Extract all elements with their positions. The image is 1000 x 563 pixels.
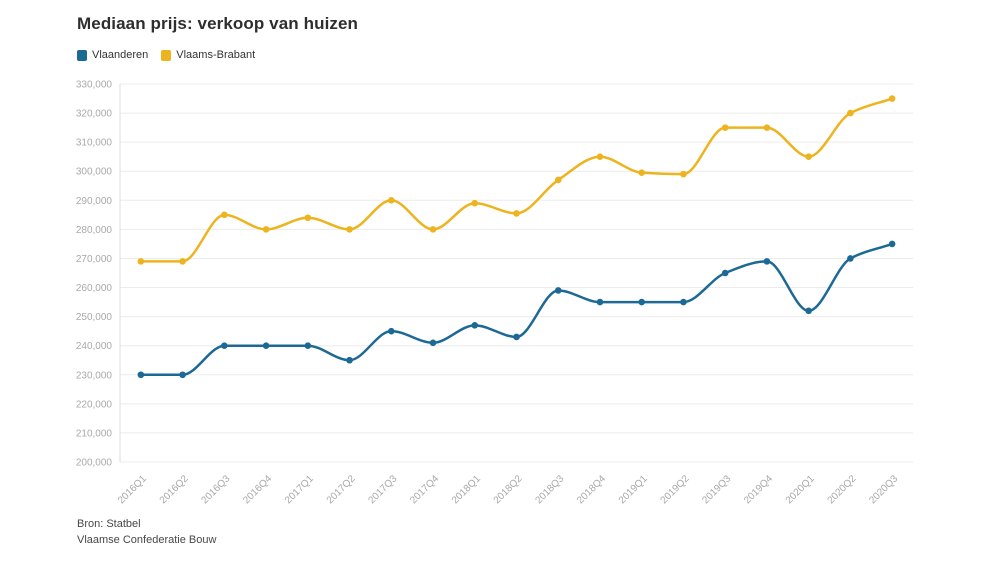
legend-swatch-vlaams-brabant bbox=[161, 49, 172, 61]
data-point-vlaams-brabant-2017Q4[interactable] bbox=[429, 226, 437, 233]
y-tick-label: 230,000 bbox=[76, 370, 113, 381]
data-point-vlaanderen-2016Q3[interactable] bbox=[221, 342, 228, 349]
data-point-vlaams-brabant-2020Q2[interactable] bbox=[847, 109, 854, 117]
data-point-vlaanderen-2019Q1[interactable] bbox=[638, 298, 646, 306]
data-point-vlaams-brabant-2018Q3[interactable] bbox=[554, 176, 562, 184]
data-point-vlaanderen-2016Q4[interactable] bbox=[262, 342, 270, 349]
legend-swatch-vlaanderen bbox=[77, 49, 87, 61]
data-point-vlaams-brabant-2019Q2[interactable] bbox=[680, 170, 687, 178]
x-tick-label: 2017Q1 bbox=[283, 473, 316, 506]
data-point-vlaams-brabant-2017Q2[interactable] bbox=[346, 226, 353, 233]
data-point-vlaams-brabant-2019Q4[interactable] bbox=[763, 124, 771, 131]
chart-footer: Bron: Statbel Vlaamse Confederatie Bouw bbox=[77, 516, 216, 548]
x-tick-label: 2018Q2 bbox=[492, 473, 525, 506]
legend-item-vlaanderen[interactable]: Vlaanderen bbox=[77, 49, 148, 61]
data-point-vlaanderen-2019Q3[interactable] bbox=[721, 269, 729, 277]
x-tick-label: 2017Q3 bbox=[366, 473, 399, 506]
data-point-vlaanderen-2017Q3[interactable] bbox=[387, 327, 395, 335]
data-point-vlaanderen-2017Q1[interactable] bbox=[304, 342, 312, 349]
data-point-vlaanderen-2016Q2[interactable] bbox=[179, 371, 186, 379]
data-point-vlaams-brabant-2016Q3[interactable] bbox=[221, 211, 228, 219]
data-point-vlaams-brabant-2016Q1[interactable] bbox=[137, 258, 145, 265]
legend-item-vlaams-brabant[interactable]: Vlaams-Brabant bbox=[161, 49, 255, 61]
x-tick-label: 2018Q3 bbox=[533, 473, 566, 506]
y-tick-label: 310,000 bbox=[76, 138, 113, 149]
data-point-vlaanderen-2019Q4[interactable] bbox=[763, 258, 771, 265]
data-point-vlaams-brabant-2020Q1[interactable] bbox=[805, 153, 812, 160]
x-tick-label: 2018Q4 bbox=[575, 473, 608, 506]
legend-label-vlaanderen: Vlaanderen bbox=[92, 49, 149, 61]
x-tick-label: 2020Q3 bbox=[867, 473, 900, 506]
y-tick-label: 240,000 bbox=[76, 341, 113, 352]
y-tick-label: 300,000 bbox=[76, 167, 113, 178]
chart-title: Mediaan prijs: verkoop van huizen bbox=[77, 14, 359, 33]
x-tick-label: 2019Q1 bbox=[617, 473, 650, 506]
x-tick-label: 2019Q2 bbox=[659, 473, 692, 506]
data-point-vlaanderen-2017Q2[interactable] bbox=[346, 356, 353, 364]
data-point-vlaams-brabant-2018Q2[interactable] bbox=[513, 210, 520, 217]
x-tick-label: 2017Q2 bbox=[325, 473, 358, 506]
x-tick-label: 2020Q1 bbox=[784, 473, 817, 506]
data-point-vlaams-brabant-2020Q3[interactable] bbox=[888, 95, 896, 102]
x-tick-label: 2016Q1 bbox=[116, 473, 149, 506]
y-tick-label: 260,000 bbox=[76, 283, 113, 294]
series-line-vlaams-brabant bbox=[139, 97, 894, 263]
x-tick-label: 2017Q4 bbox=[408, 473, 441, 506]
y-tick-label: 280,000 bbox=[76, 225, 113, 236]
data-point-vlaanderen-2018Q1[interactable] bbox=[471, 322, 479, 329]
x-tick-label: 2016Q4 bbox=[241, 473, 274, 506]
data-point-vlaanderen-2018Q4[interactable] bbox=[596, 298, 604, 306]
legend: Vlaanderen Vlaams-Brabant bbox=[77, 49, 255, 61]
data-point-vlaanderen-2016Q1[interactable] bbox=[137, 371, 145, 379]
source-text: Bron: Statbel bbox=[77, 518, 141, 530]
data-point-vlaams-brabant-2019Q3[interactable] bbox=[721, 124, 729, 131]
data-point-vlaams-brabant-2019Q1[interactable] bbox=[638, 169, 646, 176]
series-line-vlaanderen bbox=[139, 242, 894, 377]
x-tick-label: 2020Q2 bbox=[826, 473, 859, 506]
y-tick-label: 250,000 bbox=[76, 312, 113, 323]
data-point-vlaams-brabant-2018Q4[interactable] bbox=[596, 153, 604, 160]
y-tick-label: 320,000 bbox=[76, 109, 113, 120]
data-point-vlaanderen-2018Q2[interactable] bbox=[513, 333, 520, 341]
data-point-vlaams-brabant-2016Q4[interactable] bbox=[262, 226, 270, 233]
x-tick-label: 2016Q2 bbox=[158, 473, 191, 506]
data-point-vlaams-brabant-2017Q1[interactable] bbox=[304, 214, 312, 222]
x-tick-label: 2019Q4 bbox=[742, 473, 775, 506]
data-point-vlaanderen-2019Q2[interactable] bbox=[680, 298, 687, 306]
data-point-vlaanderen-2020Q1[interactable] bbox=[805, 307, 812, 315]
x-tick-label: 2018Q1 bbox=[450, 473, 483, 506]
y-tick-label: 290,000 bbox=[76, 196, 113, 207]
y-tick-label: 330,000 bbox=[76, 80, 113, 91]
data-point-vlaanderen-2020Q2[interactable] bbox=[847, 255, 854, 262]
y-tick-label: 270,000 bbox=[76, 254, 113, 265]
y-tick-label: 220,000 bbox=[76, 399, 113, 410]
data-point-vlaanderen-2017Q4[interactable] bbox=[429, 339, 437, 347]
data-point-vlaanderen-2018Q3[interactable] bbox=[554, 287, 562, 294]
data-point-vlaams-brabant-2017Q3[interactable] bbox=[387, 197, 395, 204]
data-point-vlaanderen-2020Q3[interactable] bbox=[888, 240, 896, 248]
org-text: Vlaamse Confederatie Bouw bbox=[77, 534, 217, 546]
x-tick-label: 2019Q3 bbox=[700, 473, 733, 506]
y-tick-label: 210,000 bbox=[76, 428, 113, 439]
x-tick-label: 2016Q3 bbox=[200, 473, 233, 506]
data-point-vlaams-brabant-2016Q2[interactable] bbox=[179, 258, 186, 265]
data-point-vlaams-brabant-2018Q1[interactable] bbox=[471, 199, 479, 207]
legend-label-vlaams-brabant: Vlaams-Brabant bbox=[176, 49, 256, 61]
y-tick-label: 200,000 bbox=[76, 458, 113, 469]
